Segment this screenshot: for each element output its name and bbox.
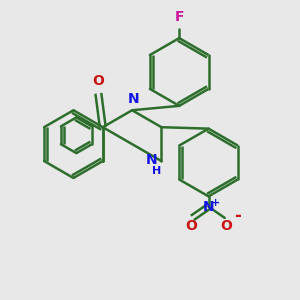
Text: N: N — [146, 153, 157, 166]
Text: H: H — [152, 166, 162, 176]
Text: -: - — [235, 207, 242, 225]
Text: O: O — [185, 219, 197, 233]
Text: O: O — [220, 219, 232, 233]
Text: F: F — [175, 10, 184, 24]
Text: O: O — [92, 74, 104, 88]
Text: N: N — [203, 200, 214, 214]
Text: N: N — [128, 92, 140, 106]
Text: +: + — [211, 198, 220, 208]
